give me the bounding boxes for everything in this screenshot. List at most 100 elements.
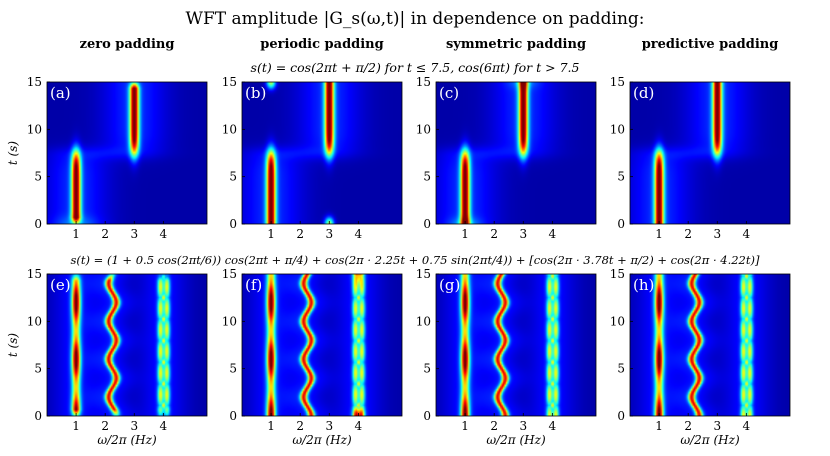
heatmap-image [630, 274, 790, 416]
panel-label: (a) [50, 84, 71, 102]
x-tick-label: 4 [743, 227, 751, 241]
row-2-signal: s(t) = (1 + 0.5 cos(2πt/6)) cos(2πt + π/… [71, 253, 760, 267]
panel-h: (h) 1 2 3 4 0 5 10 15 ω/2π (Hz) [610, 267, 791, 447]
x-tick-label: 3 [519, 419, 527, 433]
heatmap-image [242, 274, 402, 416]
x-tick-label: 3 [713, 419, 721, 433]
y-tick-label: 15 [222, 267, 237, 281]
x-tick-label: 4 [549, 227, 557, 241]
column-title: predictive padding [642, 37, 779, 52]
y-tick-label: 0 [229, 409, 237, 423]
y-tick-label: 5 [423, 362, 431, 376]
x-tick-label: 3 [130, 419, 138, 433]
x-tick-label: 3 [130, 227, 138, 241]
axes-frame [241, 273, 403, 417]
column-title: periodic padding [260, 37, 383, 52]
column-title: symmetric padding [446, 37, 586, 52]
y-tick-label: 15 [222, 75, 237, 89]
column-title: zero padding [80, 37, 175, 52]
y-tick-label: 10 [416, 122, 431, 136]
panel-a: (a) 1 2 3 4 0 5 10 15 t (s) [6, 75, 208, 241]
y-tick-label: 5 [423, 170, 431, 184]
y-tick-label: 0 [617, 217, 625, 231]
heatmap-image [242, 82, 402, 224]
y-tick-label: 10 [416, 314, 431, 328]
x-tick-label: 2 [684, 419, 692, 433]
x-tick-label: 2 [490, 227, 498, 241]
x-tick-label: 2 [296, 419, 304, 433]
x-tick-label: 1 [461, 419, 469, 433]
heatmap-image [436, 274, 596, 416]
y-tick-label: 0 [617, 409, 625, 423]
x-tick-label: 4 [355, 419, 363, 433]
figure-title: WFT amplitude |G_s(ω,t)| in dependence o… [185, 9, 644, 29]
axes-frame [46, 81, 208, 225]
panel-label: (b) [245, 84, 266, 102]
panel-f: (f) 1 2 3 4 0 5 10 15 ω/2π (Hz) [222, 267, 403, 447]
x-tick-label: 4 [743, 419, 751, 433]
y-tick-label: 5 [229, 362, 237, 376]
x-axis-label: ω/2π (Hz) [97, 433, 157, 447]
axes-frame [46, 273, 208, 417]
y-tick-label: 5 [229, 170, 237, 184]
y-tick-label: 0 [229, 217, 237, 231]
x-tick-label: 2 [101, 227, 109, 241]
heatmap-image [47, 274, 207, 416]
y-tick-label: 5 [617, 362, 625, 376]
axes-frame [435, 273, 597, 417]
panel-label: (g) [439, 276, 460, 294]
y-tick-label: 15 [27, 267, 42, 281]
x-tick-label: 3 [519, 227, 527, 241]
y-tick-label: 10 [222, 122, 237, 136]
panel-g: (g) 1 2 3 4 0 5 10 15 ω/2π (Hz) [416, 267, 597, 447]
y-axis-label: t (s) [6, 141, 20, 165]
y-tick-label: 10 [222, 314, 237, 328]
y-tick-label: 5 [617, 170, 625, 184]
y-tick-label: 15 [610, 75, 625, 89]
panel-c: (c) 1 2 3 4 0 5 10 15 [416, 75, 597, 241]
panel-label: (c) [439, 84, 459, 102]
panel-b: (b) 1 2 3 4 0 5 10 15 [222, 75, 403, 241]
x-tick-label: 2 [101, 419, 109, 433]
y-axis-label: t (s) [6, 333, 20, 357]
y-tick-label: 10 [610, 122, 625, 136]
x-tick-label: 4 [549, 419, 557, 433]
axes-frame [241, 81, 403, 225]
x-tick-label: 2 [490, 419, 498, 433]
x-tick-label: 4 [355, 227, 363, 241]
heatmap-image [47, 82, 207, 224]
panel-label: (d) [633, 84, 654, 102]
x-axis-label: ω/2π (Hz) [486, 433, 546, 447]
row-1-signal: s(t) = cos(2πt + π/2) for t ≤ 7.5, cos(6… [251, 60, 580, 75]
x-tick-label: 2 [684, 227, 692, 241]
x-tick-label: 1 [267, 419, 275, 433]
y-tick-label: 0 [423, 409, 431, 423]
panel-d: (d) 1 2 3 4 0 5 10 15 [610, 75, 791, 241]
y-tick-label: 5 [34, 362, 42, 376]
axes-frame [629, 273, 791, 417]
x-tick-label: 3 [325, 419, 333, 433]
axes-frame [629, 81, 791, 225]
panel-e: (e) 1 2 3 4 0 5 10 15 t (s) ω/2π (Hz) [6, 267, 208, 447]
x-tick-label: 3 [325, 227, 333, 241]
y-tick-label: 0 [423, 217, 431, 231]
x-tick-label: 1 [461, 227, 469, 241]
y-tick-label: 15 [27, 75, 42, 89]
panel-label: (h) [633, 276, 654, 294]
y-tick-label: 15 [416, 267, 431, 281]
panel-label: (e) [50, 276, 71, 294]
heatmap-image [630, 82, 790, 224]
y-tick-label: 10 [27, 314, 42, 328]
panel-label: (f) [245, 276, 262, 294]
x-tick-label: 1 [267, 227, 275, 241]
y-tick-label: 15 [610, 267, 625, 281]
x-tick-label: 4 [160, 419, 168, 433]
x-tick-label: 3 [713, 227, 721, 241]
y-tick-label: 10 [27, 122, 42, 136]
y-tick-label: 10 [610, 314, 625, 328]
x-tick-label: 1 [72, 419, 80, 433]
x-tick-label: 1 [655, 419, 663, 433]
x-tick-label: 1 [72, 227, 80, 241]
y-tick-label: 5 [34, 170, 42, 184]
